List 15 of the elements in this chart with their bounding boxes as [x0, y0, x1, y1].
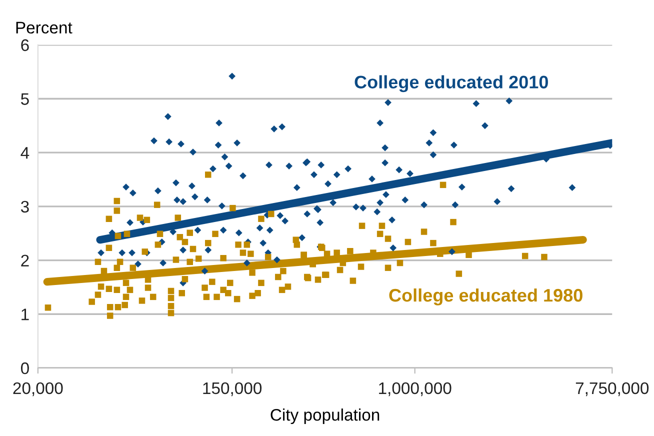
y-tick-label: 1: [22, 308, 29, 320]
series-label: College educated 1980: [389, 288, 582, 306]
y-axis-title: Percent: [16, 22, 72, 34]
y-tick-label: 4: [20, 147, 30, 159]
y-tick-label: 0: [20, 362, 29, 374]
y-tick-label: 2: [21, 254, 29, 266]
series-label: College educated 2010: [354, 75, 548, 92]
x-axis-title: City population: [270, 408, 380, 424]
x-tick-label: 20,000: [13, 382, 63, 396]
y-tick-label: 6: [21, 39, 29, 52]
y-tick-label: 5: [20, 93, 29, 105]
x-tick-label: 1,000,000: [379, 382, 452, 396]
y-tick-label: 3: [20, 200, 29, 213]
x-tick-label: 7,750,000: [576, 382, 649, 396]
x-tick-label: 150,000: [203, 382, 262, 396]
